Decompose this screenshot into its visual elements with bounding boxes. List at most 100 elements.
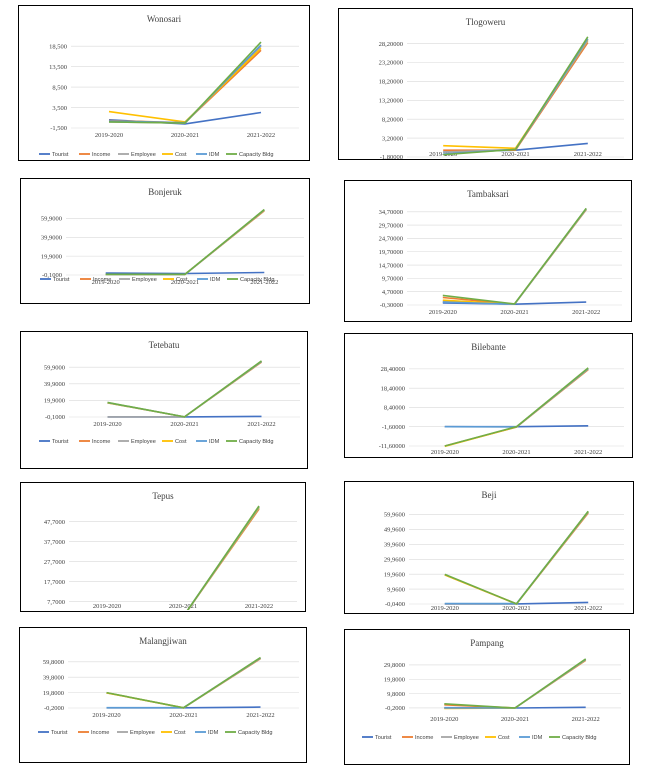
legend-label: Tourist	[375, 735, 392, 741]
y-tick-label: 49,9600	[384, 527, 405, 534]
series-line-income	[108, 49, 262, 124]
chart-panel-tetebatu: Tetebatu -0,1000 19,9000 39,9000 59,9000 2019…	[20, 331, 308, 469]
series-line-employee	[443, 40, 589, 153]
series-line-employee	[105, 209, 265, 276]
legend-label: Income	[92, 439, 110, 445]
chart-title: Tlogoweru	[466, 17, 506, 27]
x-tick-label: 2020-2021	[171, 279, 199, 286]
x-tick-label: 2019-2020	[430, 716, 458, 723]
series-group	[442, 207, 587, 305]
chart-panel-bilebante: Bilebante -11,60000 -1,60000 8,40000 18,4000…	[344, 333, 633, 458]
y-tick-label: 9,9600	[387, 586, 405, 593]
y-tick-label: -1,60000	[382, 424, 405, 431]
x-tick-label: 2020-2021	[502, 605, 530, 612]
x-tick-label: 2019-2020	[431, 605, 459, 612]
series-line-employee	[444, 368, 589, 428]
legend-label: Capacity Bldg	[238, 730, 273, 736]
series-line-idm	[444, 511, 589, 605]
series-line-income	[444, 659, 587, 709]
x-tick-label: 2020-2021	[502, 449, 530, 456]
chart-title: Tepus	[152, 491, 174, 501]
series-line-capacity-bldg	[442, 207, 587, 305]
chart-title: Bilebante	[471, 342, 506, 352]
y-tick-label: -0,0400	[385, 601, 405, 608]
x-tick-label: 2021-2022	[572, 309, 600, 316]
series-line-employee	[106, 657, 261, 709]
y-tick-label: 39,9600	[384, 542, 405, 549]
y-tick-label: 18,20000	[379, 79, 403, 86]
series-line-income	[444, 368, 589, 447]
series-line-capacity-bldg	[444, 510, 589, 605]
series-line-cost	[444, 511, 589, 605]
legend-label: Cost	[176, 277, 188, 283]
series-line-income	[107, 361, 262, 418]
chart-panel-tambaksari: Tambaksari -0,30000 4,70000 9,70000 14,70000…	[344, 180, 632, 322]
y-tick-label: 4,70000	[382, 289, 403, 296]
x-tick-label: 2021-2022	[574, 151, 602, 158]
series-line-cost	[442, 208, 587, 305]
chart-title: Beji	[482, 490, 497, 500]
legend-label: Cost	[498, 735, 510, 741]
y-tick-label: -0,2000	[44, 705, 64, 712]
legend-label: IDM	[209, 439, 220, 445]
series-line-idm	[105, 209, 265, 276]
legend-label: Capacity Bldg	[239, 152, 274, 158]
y-tick-label: 9,8000	[387, 691, 405, 698]
y-tick-label: 8,20000	[382, 116, 403, 123]
x-tick-label: 2019-2020	[93, 603, 121, 610]
x-tick-label: 2021-2022	[574, 605, 602, 612]
y-tick-label: 3,20000	[382, 135, 403, 142]
x-tick-label: 2020-2021	[171, 132, 199, 139]
series-line-income	[105, 210, 265, 276]
series-group	[106, 656, 261, 709]
legend-label: Cost	[175, 152, 187, 158]
legend-label: IDM	[532, 735, 543, 741]
y-tick-label: 34,70000	[379, 209, 403, 216]
chart-title: Tetebatu	[149, 340, 180, 350]
x-tick-label: 2019-2020	[429, 151, 457, 158]
series-line-capacity-bldg	[443, 36, 589, 156]
y-tick-label: 17,7000	[44, 579, 65, 586]
series-line-idm	[443, 38, 589, 155]
series-line-employee	[444, 659, 587, 709]
y-tick-label: 59,9600	[384, 512, 405, 519]
chart-title: Bonjeruk	[148, 187, 182, 197]
legend-label: Capacity Bldg	[562, 735, 597, 741]
series-line-capacity-bldg	[444, 658, 587, 709]
series-line-cost	[444, 658, 587, 710]
y-tick-label: -0,2000	[385, 705, 405, 712]
series-line-cost	[105, 209, 265, 276]
y-tick-label: 9,70000	[382, 276, 403, 283]
chart-svg: Tambaksari -0,30000 4,70000 9,70000 14,70000…	[379, 189, 622, 316]
y-tick-label: -1,500	[50, 125, 67, 132]
y-tick-label: 19,9600	[384, 571, 405, 578]
series-line-income	[443, 42, 589, 151]
chart-svg: Pampang -0,2000 9,8000 19,8000 29,8000 2019-2…	[362, 638, 621, 741]
legend-label: Capacity Bldg	[240, 277, 275, 283]
series-line-capacity-bldg	[108, 41, 262, 124]
y-tick-label: 23,20000	[379, 60, 403, 67]
legend-label: IDM	[210, 277, 221, 283]
legend-label: Tourist	[52, 439, 69, 445]
y-tick-label: 37,7000	[44, 539, 65, 546]
x-tick-label: 2021-2022	[250, 279, 278, 286]
legend-label: Employee	[130, 730, 155, 736]
chart-panel-beji: Beji -0,0400 9,9600 19,9600 29,9600 39,9600 49…	[344, 481, 634, 614]
chart-title: Wonosari	[147, 14, 182, 24]
series-line-employee	[444, 511, 589, 605]
legend-label: Tourist	[52, 152, 69, 158]
chart-title: Tambaksari	[467, 189, 509, 199]
x-tick-label: 2021-2022	[572, 716, 600, 723]
x-tick-label: 2019-2020	[95, 132, 123, 139]
chart-svg: Bonjeruk -0,1000 19,9000 39,9000 59,9000 2019…	[40, 187, 304, 286]
y-tick-label: 59,9000	[41, 216, 62, 223]
y-tick-label: 29,8000	[384, 662, 405, 669]
chart-panel-bonjeruk: Bonjeruk -0,1000 19,9000 39,9000 59,9000 2019…	[20, 178, 310, 304]
series-line-idm	[444, 658, 587, 709]
legend-label: IDM	[209, 152, 220, 158]
x-tick-label: 2020-2021	[501, 716, 529, 723]
series-line-cost	[107, 360, 262, 418]
legend-label: Income	[415, 735, 433, 741]
chart-svg: Wonosari -1,500 3,500 8,500 13,500 18,500 2019…	[39, 14, 299, 158]
series-line-capacity-bldg	[444, 367, 589, 447]
